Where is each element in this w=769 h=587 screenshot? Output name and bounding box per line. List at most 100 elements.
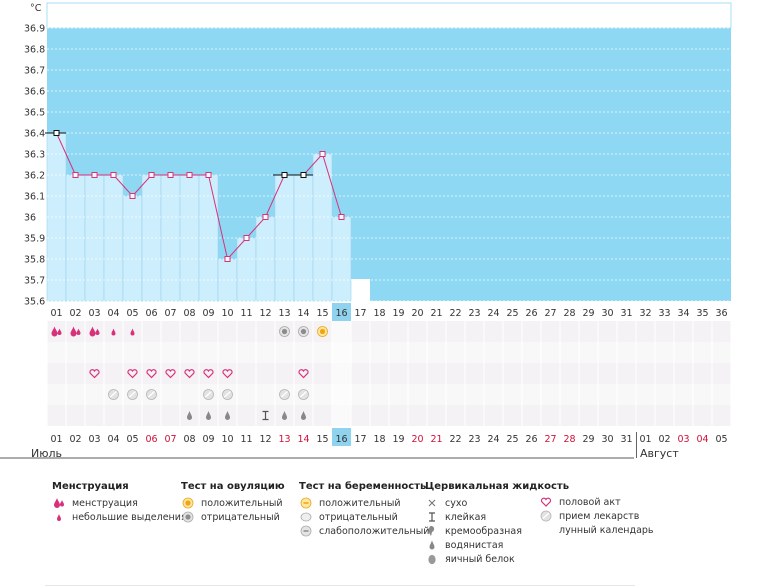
creamy-icon bbox=[425, 525, 439, 537]
legend-label: слабоположительный bbox=[319, 525, 430, 537]
day-label: 14 bbox=[297, 308, 309, 319]
pill-icon bbox=[202, 388, 215, 401]
day-label: 23 bbox=[468, 308, 480, 319]
pill-icon bbox=[297, 388, 310, 401]
temperature-point bbox=[91, 172, 98, 178]
day-label: 01 bbox=[50, 308, 62, 319]
spotting-icon bbox=[52, 511, 66, 523]
temperature-point bbox=[243, 235, 250, 241]
date-label: 03 bbox=[88, 434, 100, 445]
day-label: 36 bbox=[715, 308, 727, 319]
day-label: 17 bbox=[354, 308, 366, 319]
moon-icon bbox=[539, 524, 553, 536]
y-tick-label: 36.8 bbox=[24, 45, 45, 56]
y-tick-label: 36.5 bbox=[24, 108, 45, 119]
day-label: 13 bbox=[278, 308, 290, 319]
legend-item-ovulation-positive: положительный bbox=[181, 496, 285, 510]
day-label: 30 bbox=[601, 308, 613, 319]
y-tick-label: 36 bbox=[24, 213, 36, 224]
day-label: 05 bbox=[126, 308, 138, 319]
legend-label: яичный белок bbox=[445, 553, 515, 565]
date-label: 16 bbox=[335, 434, 347, 445]
temperature-point bbox=[319, 151, 326, 157]
day-label: 33 bbox=[658, 308, 670, 319]
date-label: 07 bbox=[164, 434, 176, 445]
y-axis-unit: °C bbox=[30, 3, 42, 14]
day-label: 28 bbox=[563, 308, 575, 319]
egg-white-icon bbox=[425, 553, 439, 565]
dry-icon bbox=[425, 497, 439, 509]
legend-menstruation-title: Менструация bbox=[52, 481, 129, 492]
day-label: 15 bbox=[316, 308, 328, 319]
day-label: 16 bbox=[335, 308, 347, 319]
y-tick-label: 36.3 bbox=[24, 150, 45, 161]
legend-item-pregnancy-positive: положительный bbox=[299, 496, 429, 510]
legend-label: отрицательный bbox=[201, 511, 280, 523]
day-label: 27 bbox=[544, 308, 556, 319]
date-label: 05 bbox=[715, 434, 727, 445]
day-label: 07 bbox=[164, 308, 176, 319]
y-tick-label: 35.9 bbox=[24, 234, 45, 245]
pill-icon bbox=[539, 510, 553, 522]
temperature-point bbox=[186, 172, 193, 178]
legend-label: отрицательный bbox=[319, 511, 398, 523]
date-label: 14 bbox=[297, 434, 309, 445]
y-tick-label: 36.4 bbox=[24, 129, 45, 140]
x-axis-days: 01 02 03 04 05 06 07 08 09 10 11 12 13 14 15 16 17 18 19 20… bbox=[50, 303, 728, 321]
day-label: 02 bbox=[69, 308, 81, 319]
month-july: Июль bbox=[31, 447, 63, 460]
legend-label: водянистая bbox=[445, 539, 504, 551]
temperature-line bbox=[45, 130, 345, 262]
temperature-bar bbox=[122, 195, 143, 302]
date-label: 25 bbox=[506, 434, 518, 445]
legend-cervical: Цервикальная жидкость сухо клейкая кремо… bbox=[425, 481, 569, 566]
day-label: 04 bbox=[107, 308, 119, 319]
legend-item-medication: прием лекарств bbox=[539, 509, 654, 523]
legend-label: клейкая bbox=[445, 511, 487, 523]
symbol-grid bbox=[46, 321, 732, 426]
negative-test-icon bbox=[298, 326, 309, 337]
legend-item-menstruation: менструация bbox=[52, 496, 187, 510]
day-label: 34 bbox=[677, 308, 689, 319]
legend-item-spotting: небольшие выделения bbox=[52, 510, 187, 524]
temperature-point bbox=[224, 256, 231, 262]
day-label: 06 bbox=[145, 308, 157, 319]
date-label: 21 bbox=[430, 434, 442, 445]
plot-header-band bbox=[46, 2, 732, 29]
date-label: 11 bbox=[240, 434, 252, 445]
day-label: 21 bbox=[430, 308, 442, 319]
day-label: 26 bbox=[525, 308, 537, 319]
date-label: 22 bbox=[449, 434, 461, 445]
pill-icon bbox=[278, 388, 291, 401]
legend-ovulation: Тест на овуляцию положительный отрицател… bbox=[181, 481, 285, 524]
day-label: 35 bbox=[696, 308, 708, 319]
temperature-point bbox=[338, 214, 345, 220]
positive-test-icon bbox=[317, 326, 328, 337]
date-label: 24 bbox=[487, 434, 499, 445]
date-label: 20 bbox=[411, 434, 423, 445]
date-label: 30 bbox=[601, 434, 613, 445]
pill-icon bbox=[126, 388, 139, 401]
pill-icon bbox=[221, 388, 234, 401]
y-tick-label: 36.2 bbox=[24, 171, 45, 182]
month-august: Август bbox=[640, 447, 679, 460]
date-axis: 01 02 03 04 05 06 07 08 09 10 11 12 13 14 15 16 17 18 19 20… bbox=[0, 428, 728, 459]
footer-divider bbox=[45, 585, 635, 586]
date-label: 28 bbox=[563, 434, 575, 445]
day-label: 24 bbox=[487, 308, 499, 319]
day-label: 11 bbox=[240, 308, 252, 319]
legend-label: половой акт bbox=[559, 496, 621, 508]
date-label: 08 bbox=[183, 434, 195, 445]
temperature-point bbox=[129, 193, 136, 199]
legend-label: сухо bbox=[445, 497, 468, 509]
today-highlight bbox=[332, 428, 351, 446]
sticky-icon bbox=[425, 511, 439, 523]
legend-other: половой акт прием лекарств лунный календ… bbox=[539, 495, 654, 537]
day-label: 22 bbox=[449, 308, 461, 319]
date-label: 04 bbox=[696, 434, 708, 445]
legend-label: лунный календарь bbox=[559, 524, 654, 536]
day-label: 32 bbox=[639, 308, 651, 319]
pill-icon bbox=[107, 388, 120, 401]
day-label: 18 bbox=[373, 308, 385, 319]
legend-menstruation: Менструация менструация небольшие выделе… bbox=[52, 481, 187, 524]
